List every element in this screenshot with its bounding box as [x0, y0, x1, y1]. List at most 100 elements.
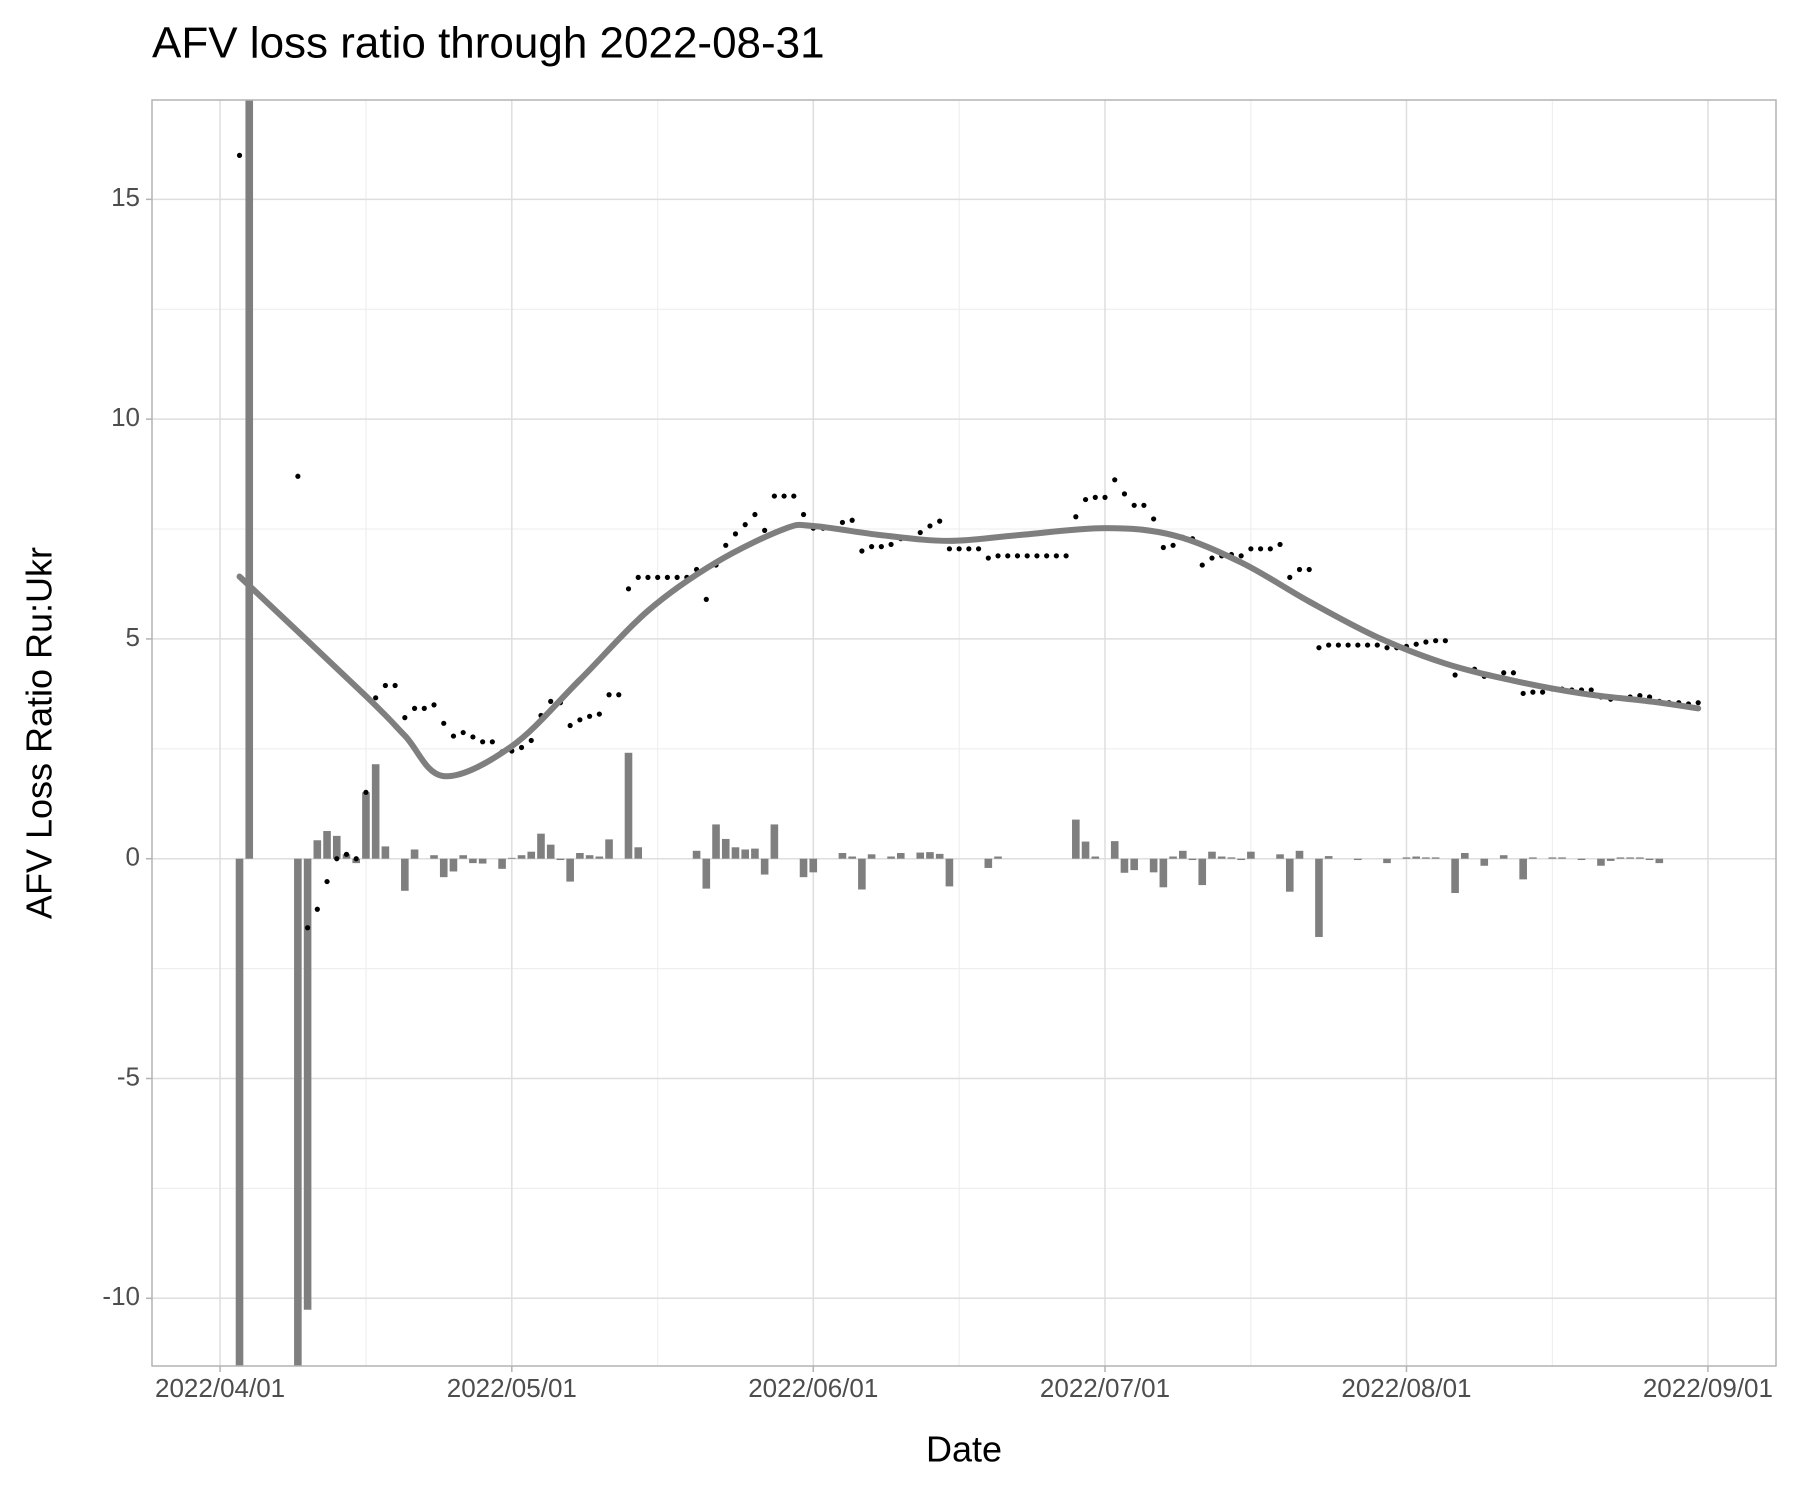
point [236, 152, 243, 158]
point [625, 586, 632, 592]
point [1540, 689, 1546, 695]
point [304, 925, 311, 931]
bar [887, 856, 895, 859]
point [956, 546, 962, 552]
point [441, 720, 447, 726]
point [1005, 553, 1011, 559]
point [1277, 541, 1283, 548]
bar [303, 858, 312, 1310]
x-axis-title: Date [926, 1429, 1002, 1470]
bar [508, 857, 516, 859]
bar [916, 852, 925, 859]
point [1063, 553, 1069, 559]
bar [721, 838, 730, 859]
y-axis-title: AFV Loss Ratio Ru:Ukr [19, 547, 60, 919]
point [382, 682, 388, 689]
point [1287, 574, 1293, 580]
bar [1072, 819, 1080, 859]
point [353, 856, 359, 862]
bar [595, 856, 604, 859]
bar [605, 839, 613, 859]
point [1267, 546, 1273, 552]
point [1384, 645, 1390, 651]
bar [1159, 858, 1168, 888]
bar [1499, 855, 1508, 859]
bar [712, 824, 720, 859]
x-tick-label: 2022/05/01 [447, 1373, 577, 1403]
point [703, 596, 709, 602]
point [888, 541, 894, 548]
bar [1110, 841, 1119, 859]
bar [1636, 857, 1644, 859]
point [1374, 642, 1380, 648]
bar [760, 858, 769, 875]
point [596, 711, 602, 717]
bar [1655, 858, 1664, 864]
point [324, 878, 330, 885]
y-tick-label: -5 [117, 1061, 140, 1091]
bar [1354, 858, 1362, 861]
x-tick-label: 2022/07/01 [1040, 1373, 1170, 1403]
bar [692, 850, 701, 859]
point [343, 851, 350, 857]
point [762, 527, 768, 533]
bar [576, 853, 584, 859]
point [849, 517, 855, 523]
point [1160, 544, 1166, 551]
bar [935, 853, 944, 859]
point [1053, 553, 1059, 559]
bar [1412, 856, 1420, 859]
point [363, 789, 369, 795]
y-tick-label: 0 [126, 842, 140, 872]
point [402, 715, 408, 721]
trend-line [236, 521, 1702, 780]
point [1014, 553, 1021, 559]
bar [371, 764, 380, 859]
point [1326, 642, 1332, 648]
point [1520, 690, 1526, 697]
point [1364, 642, 1371, 648]
bar [1480, 858, 1489, 866]
point [927, 523, 933, 529]
point [1170, 542, 1176, 548]
bar [1081, 841, 1090, 859]
plot-area [235, 100, 1702, 1366]
bar [1091, 856, 1100, 859]
point [635, 574, 641, 580]
point [975, 546, 982, 552]
bar [332, 835, 341, 859]
point [295, 473, 301, 479]
point [869, 544, 875, 550]
x-tick-label: 2022/04/01 [155, 1373, 285, 1403]
bar [1645, 858, 1654, 861]
bar [381, 846, 390, 859]
point [1355, 642, 1361, 648]
bar [848, 856, 856, 859]
grid [152, 100, 1776, 1366]
point [1695, 700, 1701, 706]
point [1209, 555, 1215, 561]
point [1102, 494, 1108, 500]
point [839, 519, 846, 526]
point [664, 574, 671, 580]
bar [1149, 858, 1158, 873]
bar [741, 849, 749, 859]
point [421, 705, 427, 711]
point [1433, 638, 1439, 644]
axes: -10 -5 0 5 10 15 2022/04/01 2022/05/01 2022/06/0… [102, 182, 1773, 1403]
point [1141, 502, 1147, 508]
bar [1519, 858, 1527, 880]
bar [1626, 857, 1634, 859]
bar [449, 858, 458, 872]
point [1112, 477, 1118, 483]
point [781, 493, 787, 499]
point [645, 574, 651, 580]
point [655, 574, 661, 580]
point [548, 698, 554, 704]
point [800, 511, 807, 518]
point [1082, 496, 1089, 503]
bar [809, 858, 818, 873]
bar [945, 858, 954, 887]
point [1024, 553, 1030, 559]
